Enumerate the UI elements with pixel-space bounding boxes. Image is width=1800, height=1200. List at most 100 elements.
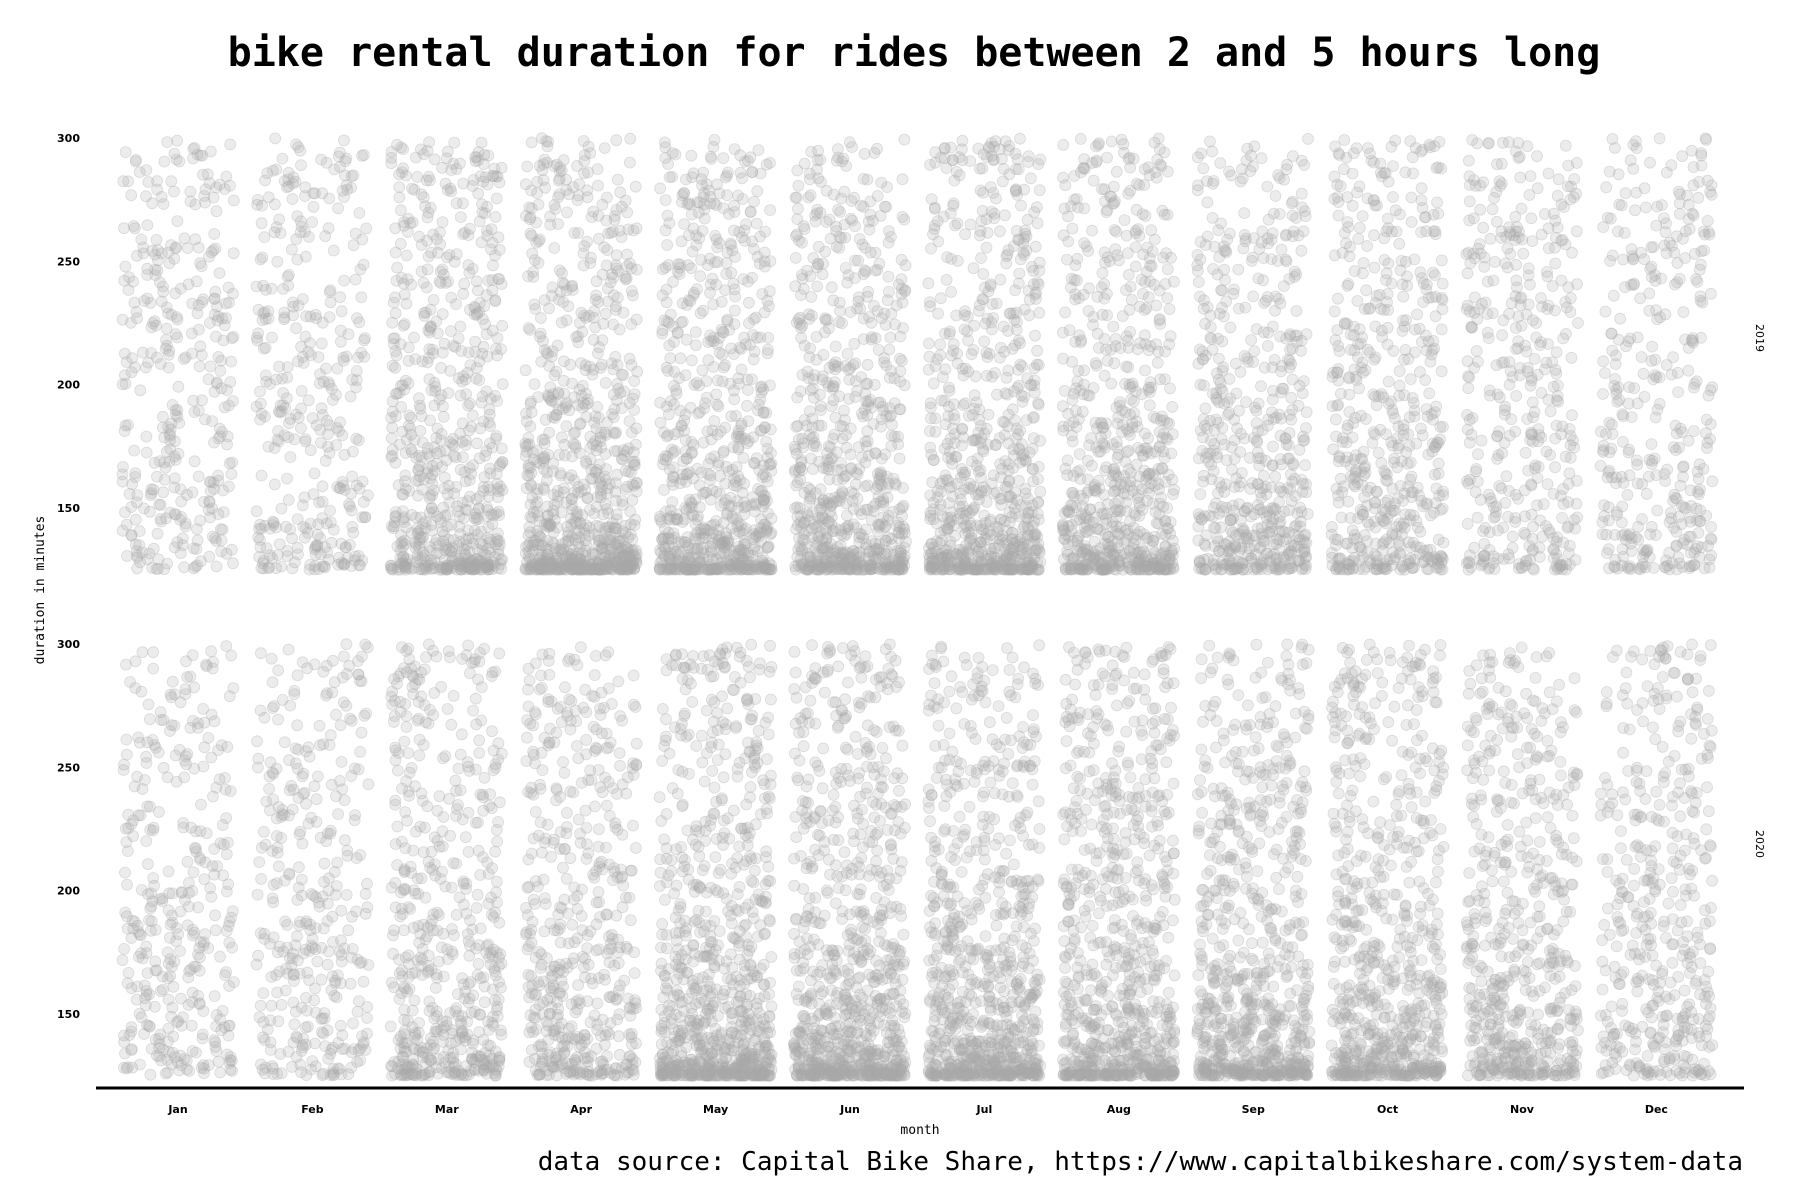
- data-point: [791, 476, 804, 489]
- data-point: [974, 464, 987, 477]
- data-point: [742, 384, 754, 396]
- data-point: [215, 545, 228, 558]
- data-point: [142, 356, 155, 369]
- data-point: [141, 268, 154, 281]
- data-point: [754, 331, 767, 344]
- data-point: [717, 563, 730, 575]
- data-point: [119, 506, 131, 519]
- data-point: [812, 531, 825, 544]
- data-point: [704, 150, 717, 163]
- data-point: [1028, 386, 1041, 399]
- data-point: [883, 225, 895, 238]
- data-point: [212, 508, 225, 520]
- data-point: [748, 345, 761, 358]
- data-point: [558, 355, 570, 368]
- data-point: [931, 215, 944, 228]
- data-point: [827, 382, 839, 395]
- data-point: [948, 398, 960, 411]
- data-point: [299, 433, 312, 446]
- data-point: [674, 352, 687, 365]
- data-point: [116, 475, 129, 488]
- data-point: [251, 198, 264, 211]
- data-point: [598, 470, 611, 483]
- data-point: [119, 369, 131, 382]
- data-point: [208, 385, 221, 398]
- data-point: [174, 282, 187, 295]
- data-point: [208, 228, 221, 240]
- data-point: [346, 470, 359, 483]
- data-point: [150, 563, 163, 575]
- data-point: [561, 206, 573, 219]
- data-point: [268, 478, 281, 491]
- data-point: [1028, 515, 1040, 528]
- data-point: [629, 550, 642, 563]
- data-point: [492, 272, 505, 285]
- data-point: [560, 173, 573, 186]
- data-point: [188, 455, 201, 468]
- data-point: [821, 313, 834, 326]
- data-point: [162, 307, 175, 320]
- data-point: [199, 196, 212, 209]
- data-point: [128, 222, 141, 235]
- data-point: [610, 508, 623, 521]
- data-point: [804, 490, 817, 503]
- data-point: [809, 209, 821, 222]
- data-point: [759, 562, 772, 575]
- data-point: [334, 335, 347, 348]
- data-point: [1139, 364, 1151, 377]
- data-point: [944, 141, 957, 154]
- data-point: [170, 311, 183, 324]
- point-cloud-aug-2019: [1057, 132, 1180, 576]
- data-point: [130, 305, 143, 318]
- data-point: [966, 408, 979, 421]
- data-point: [316, 480, 329, 493]
- data-point: [148, 456, 161, 469]
- data-point: [1033, 358, 1045, 371]
- data-point: [221, 430, 234, 443]
- data-point: [1098, 369, 1111, 382]
- data-point: [210, 377, 223, 390]
- data-point: [1013, 267, 1026, 280]
- data-point: [1082, 245, 1095, 257]
- data-point: [794, 502, 806, 515]
- data-point: [532, 538, 544, 550]
- data-point: [290, 322, 303, 335]
- data-point: [792, 179, 805, 192]
- data-point: [281, 472, 293, 485]
- data-point: [630, 485, 643, 498]
- data-point: [942, 410, 955, 422]
- data-point: [655, 546, 667, 559]
- data-point: [1012, 363, 1025, 376]
- data-point: [337, 134, 350, 147]
- data-point: [610, 300, 622, 313]
- data-point: [977, 524, 990, 536]
- data-point: [601, 416, 613, 429]
- data-point: [876, 479, 888, 492]
- data-point: [943, 384, 956, 397]
- data-point: [981, 562, 994, 575]
- data-point: [220, 170, 233, 183]
- data-point: [1026, 462, 1039, 475]
- data-point: [149, 248, 162, 261]
- data-point: [1061, 454, 1074, 467]
- data-point: [226, 456, 239, 469]
- data-point: [896, 563, 909, 575]
- data-point: [610, 249, 623, 262]
- data-point: [672, 258, 684, 271]
- data-point: [572, 336, 584, 349]
- data-point: [728, 393, 741, 406]
- data-point: [1008, 314, 1021, 326]
- data-point: [525, 202, 538, 215]
- data-point: [729, 304, 741, 317]
- data-point: [852, 254, 864, 267]
- data-point: [130, 496, 143, 509]
- data-point: [750, 217, 763, 230]
- data-point: [187, 562, 200, 575]
- data-point: [468, 308, 481, 321]
- data-point: [257, 342, 270, 355]
- data-point: [266, 331, 278, 344]
- data-point: [1118, 214, 1131, 227]
- data-point: [566, 279, 579, 292]
- data-point: [221, 438, 233, 451]
- data-point: [525, 184, 537, 197]
